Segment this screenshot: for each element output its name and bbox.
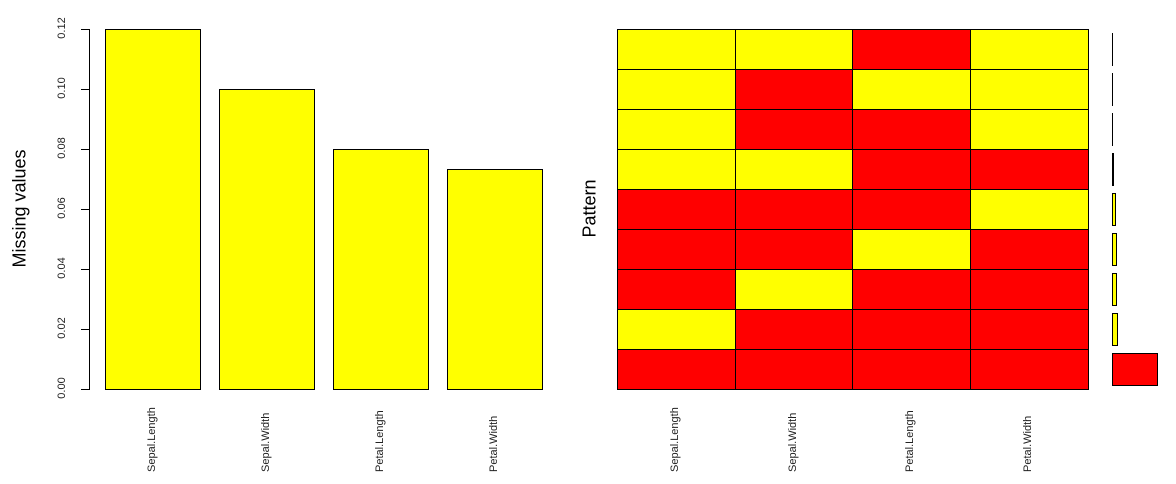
pattern-cell <box>970 69 1089 110</box>
pattern-cell <box>617 269 736 310</box>
pattern-x-label: Petal.Length <box>904 410 916 472</box>
y-tick-label: 0.06 <box>56 197 68 219</box>
frequency-bar <box>1112 33 1113 66</box>
y-axis-title: Missing values <box>9 149 30 268</box>
y-tick-label: 0.08 <box>56 137 68 159</box>
pattern-x-label: Petal.Width <box>1022 415 1034 472</box>
pattern-cell <box>852 109 971 150</box>
pattern-cell <box>735 29 853 70</box>
y-tick <box>81 269 89 270</box>
pattern-cell <box>852 349 971 390</box>
pattern-cell <box>735 229 853 270</box>
y-tick <box>81 149 89 150</box>
pattern-cell <box>735 269 853 310</box>
y-tick-label: 0.04 <box>56 257 68 279</box>
pattern-cell <box>970 189 1089 230</box>
y-axis-line <box>89 29 90 390</box>
pattern-cell <box>970 269 1089 310</box>
pattern-cell <box>617 229 736 270</box>
x-label: Petal.Length <box>374 410 386 472</box>
frequency-bar <box>1112 273 1117 306</box>
y-tick <box>81 209 89 210</box>
frequency-bar <box>1112 113 1113 146</box>
y-tick <box>81 329 89 330</box>
frequency-bar <box>1112 193 1116 226</box>
frequency-bar <box>1112 73 1113 106</box>
pattern-cell <box>617 29 736 70</box>
pattern-cell <box>852 29 971 70</box>
y-tick-label: 0.02 <box>56 317 68 339</box>
pattern-cell <box>735 189 853 230</box>
y-tick-label: 0.00 <box>56 377 68 399</box>
pattern-cell <box>970 229 1089 270</box>
frequency-bar <box>1112 313 1118 346</box>
pattern-cell <box>617 149 736 190</box>
pattern-cell <box>735 69 853 110</box>
pattern-cell <box>852 269 971 310</box>
frequency-bar <box>1112 353 1158 386</box>
pattern-cell <box>852 149 971 190</box>
y-tick-label: 0.10 <box>56 77 68 99</box>
bar-petal-length <box>333 149 429 390</box>
pattern-cell <box>617 189 736 230</box>
pattern-cell <box>852 189 971 230</box>
pattern-cell <box>735 149 853 190</box>
pattern-cell <box>970 109 1089 150</box>
y-tick <box>81 389 89 390</box>
pattern-cell <box>735 349 853 390</box>
pattern-cell <box>617 69 736 110</box>
pattern-cell <box>852 229 971 270</box>
pattern-cell <box>852 309 971 350</box>
bar-sepal-width <box>219 89 315 390</box>
pattern-cell <box>617 349 736 390</box>
bar-sepal-length <box>105 29 201 390</box>
pattern-axis-title: Pattern <box>579 179 600 238</box>
bar-petal-width <box>447 169 543 390</box>
pattern-cell <box>970 149 1089 190</box>
pattern-cell <box>970 29 1089 70</box>
pattern-cell <box>617 309 736 350</box>
pattern-cell <box>852 69 971 110</box>
pattern-cell <box>617 109 736 150</box>
y-tick <box>81 29 89 30</box>
frequency-bar <box>1112 233 1117 266</box>
pattern-cell <box>735 109 853 150</box>
x-label: Petal.Width <box>488 415 500 472</box>
pattern-x-label: Sepal.Length <box>669 407 681 472</box>
y-tick-label: 0.12 <box>56 17 68 39</box>
pattern-cell <box>970 309 1089 350</box>
x-label: Sepal.Width <box>260 412 272 472</box>
pattern-cell <box>970 349 1089 390</box>
frequency-bar <box>1112 153 1114 186</box>
x-label: Sepal.Length <box>146 407 158 472</box>
pattern-x-label: Sepal.Width <box>786 412 799 472</box>
pattern-cell <box>735 309 853 350</box>
y-tick <box>81 89 89 90</box>
